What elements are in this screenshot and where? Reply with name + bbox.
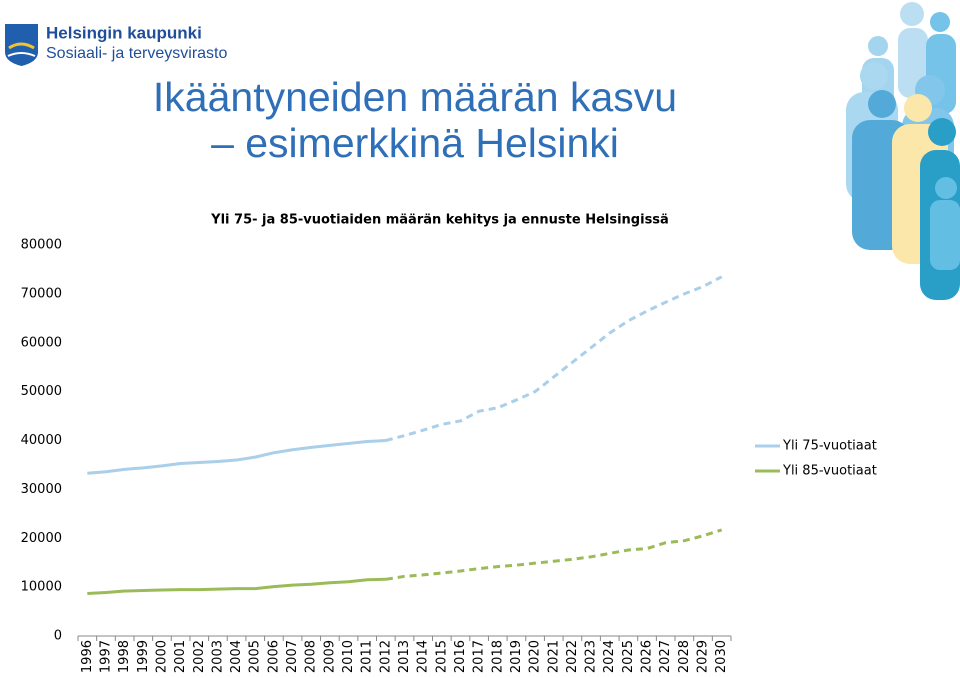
x-tick-label: 2020 — [528, 640, 543, 673]
series-line — [385, 528, 723, 581]
x-tick-label: 2011 — [360, 640, 375, 673]
x-tick-label: 2027 — [658, 640, 673, 673]
x-tick-label: 2009 — [322, 640, 337, 673]
x-tick-label: 2014 — [416, 640, 431, 673]
x-tick-label: 2022 — [565, 640, 580, 673]
x-tick-label: 2030 — [714, 640, 729, 673]
logo-crown — [8, 42, 35, 50]
y-tick-label: 70000 — [21, 286, 62, 301]
x-tick-label: 2021 — [546, 640, 561, 673]
x-tick-label: 2008 — [304, 640, 319, 673]
x-tick-label: 1999 — [136, 640, 151, 673]
y-tick-label: 10000 — [21, 580, 62, 595]
x-tick-label: 2019 — [509, 640, 524, 673]
x-tick-label: 2023 — [584, 640, 599, 673]
logo-wave — [7, 52, 36, 57]
x-tick-label: 2017 — [472, 640, 487, 673]
x-tick-label: 1997 — [98, 640, 113, 673]
series-line — [87, 439, 386, 475]
slide-title: Ikääntyneiden määrän kasvu — [153, 74, 677, 120]
chart-title: Yli 75- ja 85-vuotiaiden määrän kehitys … — [210, 213, 669, 228]
logo-department: Sosiaali- ja terveysvirasto — [46, 45, 228, 62]
x-tick-label: 2010 — [341, 640, 356, 673]
x-tick-label: 2029 — [696, 640, 711, 673]
y-tick-label: 40000 — [21, 433, 62, 448]
x-tick-label: 2004 — [229, 640, 244, 673]
x-tick-label: 2000 — [154, 640, 169, 673]
x-tick-label: 2016 — [453, 640, 468, 673]
y-tick-label: 80000 — [21, 238, 62, 253]
x-tick-label: 2007 — [285, 640, 300, 673]
logo-name: Helsingin kaupunki — [46, 23, 202, 42]
y-tick-label: 30000 — [21, 482, 62, 497]
slide-title: – esimerkkinä Helsinki — [211, 120, 619, 166]
x-tick-label: 2006 — [266, 640, 281, 673]
x-tick-label: 2005 — [248, 640, 263, 673]
x-tick-label: 2026 — [640, 640, 655, 673]
x-tick-label: 2025 — [621, 640, 636, 673]
x-tick-label: 2028 — [677, 640, 692, 673]
x-tick-label: 2002 — [192, 640, 207, 673]
x-tick-label: 1998 — [117, 640, 132, 673]
x-tick-label: 1996 — [80, 640, 95, 673]
y-tick-label: 50000 — [21, 384, 62, 399]
x-tick-label: 2003 — [210, 640, 225, 673]
x-tick-label: 2015 — [434, 640, 449, 673]
logo — [5, 24, 38, 66]
y-tick-label: 20000 — [21, 531, 62, 546]
people-illustration — [846, 2, 960, 300]
legend-label: Yli 75-vuotiaat — [782, 439, 877, 454]
x-tick-label: 2012 — [378, 640, 393, 673]
x-tick-label: 2001 — [173, 640, 188, 673]
y-tick-label: 60000 — [21, 335, 62, 350]
series-line — [385, 275, 723, 442]
y-tick-label: 0 — [54, 629, 62, 644]
x-tick-label: 2024 — [602, 640, 617, 673]
x-tick-label: 2013 — [397, 640, 412, 673]
legend-label: Yli 85-vuotiaat — [782, 464, 877, 479]
x-tick-label: 2018 — [490, 640, 505, 673]
series-line — [87, 577, 386, 595]
